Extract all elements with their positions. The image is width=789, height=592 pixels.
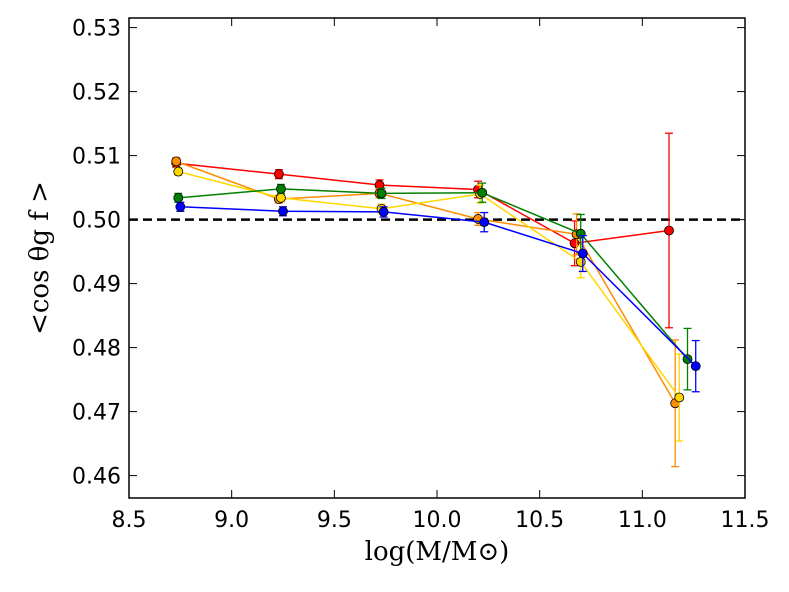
y-axis-label: <cos θg f > — [25, 181, 55, 335]
data-point — [690, 361, 701, 372]
series-green — [173, 182, 693, 391]
series-line — [175, 160, 676, 404]
x-tick-label: 11.0 — [618, 508, 667, 533]
x-axis-label: log(M/M⊙) — [365, 537, 510, 567]
axis-ticks: 8.5 9.0 9.5 10.0 10.5 11.0 11.5 0.46 0.47 0.48 0.4… — [72, 17, 769, 533]
data-point — [575, 228, 586, 239]
chart-marks — [129, 132, 745, 468]
x-tick-label: 8.5 — [112, 508, 147, 533]
data-point — [276, 192, 286, 203]
x-tick-label: 9.5 — [317, 508, 352, 533]
y-tick-label: 0.50 — [72, 209, 121, 234]
data-point — [378, 207, 389, 217]
series-line — [178, 170, 680, 398]
data-point — [173, 192, 184, 203]
y-axis-label-text: <cos θg f > — [25, 181, 55, 335]
data-point — [173, 166, 184, 177]
data-point — [682, 354, 693, 365]
data-point — [674, 392, 685, 403]
series-yellow — [173, 166, 685, 442]
data-point — [575, 256, 586, 267]
plot-frame — [128, 17, 746, 499]
y-tick-label: 0.49 — [72, 273, 121, 298]
y-tick-label: 0.46 — [72, 465, 121, 490]
y-tick-label: 0.51 — [72, 145, 121, 170]
series-line — [176, 162, 670, 245]
y-tick-label: 0.47 — [72, 401, 121, 426]
x-tick-label: 10.0 — [413, 508, 462, 533]
x-tick-label: 9.0 — [214, 508, 249, 533]
series-blue — [175, 201, 701, 393]
data-point — [479, 217, 490, 228]
series-line — [180, 206, 697, 367]
series-red — [171, 132, 674, 329]
data-point — [276, 183, 286, 194]
y-tick-label: 0.48 — [72, 337, 121, 362]
data-point — [376, 188, 387, 199]
data-point — [477, 187, 488, 198]
data-point — [577, 248, 588, 259]
data-point — [273, 169, 284, 180]
data-point — [278, 206, 288, 217]
data-point — [664, 225, 674, 236]
data-point — [171, 156, 182, 167]
y-tick-label: 0.52 — [72, 81, 121, 106]
x-tick-label: 11.5 — [721, 508, 770, 533]
series-orange — [171, 156, 681, 468]
y-tick-label: 0.53 — [72, 17, 121, 42]
series-line — [178, 188, 689, 360]
x-axis-label-text: log(M/M⊙) — [365, 537, 510, 567]
x-tick-label: 10.5 — [515, 508, 564, 533]
data-point — [175, 201, 186, 212]
